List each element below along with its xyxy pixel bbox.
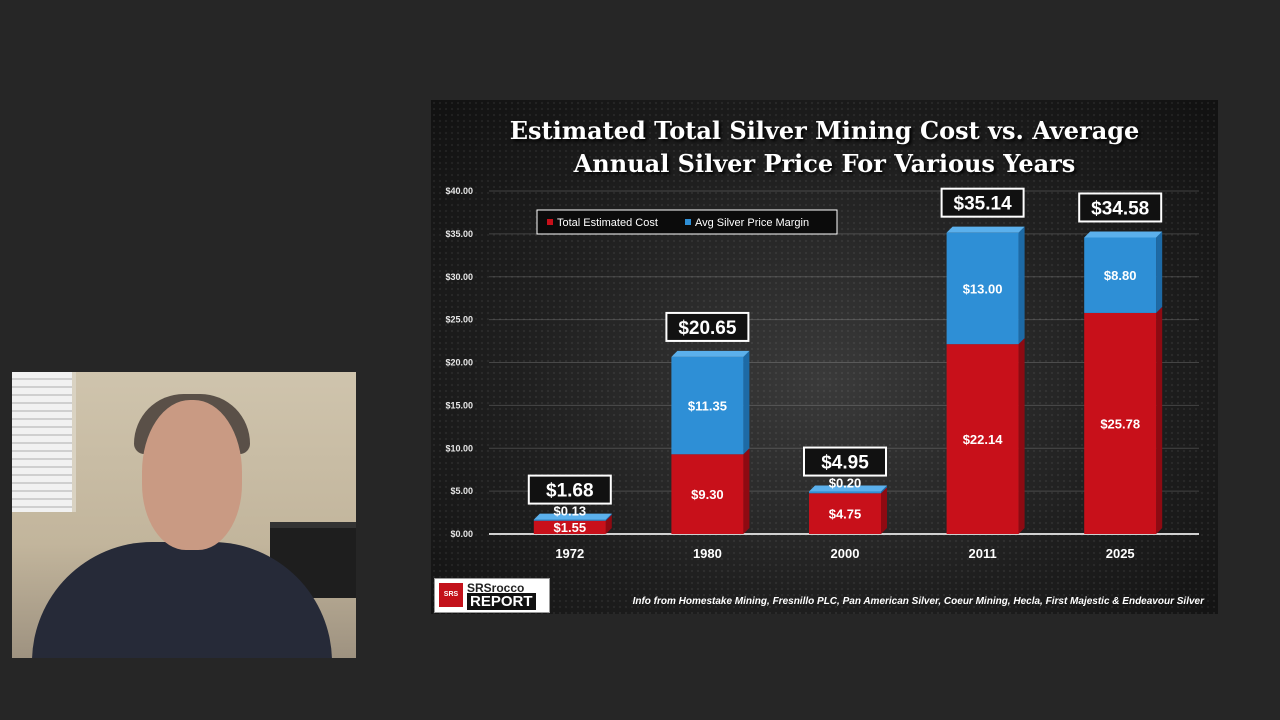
bar-segment	[1084, 237, 1157, 313]
bar-side	[605, 513, 612, 521]
webcam-video-feed	[12, 372, 356, 658]
y-tick-label: $0.00	[450, 529, 473, 539]
bar-top	[809, 485, 887, 492]
bar-top	[533, 513, 612, 520]
bar-side	[1018, 226, 1025, 345]
window-blinds	[12, 372, 76, 512]
y-tick-label: $25.00	[445, 315, 473, 325]
total-label-box	[665, 311, 750, 342]
total-label-box	[940, 187, 1025, 218]
y-tick-label: $40.00	[445, 186, 473, 196]
total-label-box	[527, 474, 612, 505]
total-label-box	[803, 446, 887, 477]
bar-side	[1156, 306, 1163, 534]
bar-segment	[809, 493, 881, 534]
srsrocco-report-logo: SRS SRSrocco REPORT	[434, 578, 550, 613]
bar-side	[1018, 338, 1025, 534]
bar-side	[1156, 231, 1163, 313]
bar-side	[881, 487, 887, 534]
bar-side	[743, 350, 750, 455]
legend-entry: Total Estimated Cost	[557, 217, 658, 229]
segment-value-label: $8.80	[1104, 268, 1137, 283]
bar-side	[743, 448, 750, 534]
segment-value-label: $0.20	[829, 476, 862, 491]
segment-value-label: $4.75	[829, 507, 862, 522]
chart-title: Estimated Total Silver Mining Cost vs. A…	[431, 114, 1218, 180]
bar-segment	[809, 491, 881, 494]
presenter-face	[142, 400, 242, 550]
segment-value-label: $22.14	[963, 432, 1004, 447]
bar-segment	[533, 520, 606, 534]
bar-segment	[533, 519, 606, 521]
total-value-label: $4.95	[821, 453, 869, 474]
y-tick-label: $5.00	[450, 486, 473, 496]
bar-side	[881, 485, 887, 494]
bar-segment	[671, 356, 744, 455]
total-label-box	[1078, 192, 1163, 223]
x-category-label: 1980	[693, 546, 722, 561]
x-category-label: 2025	[1106, 546, 1135, 561]
chart-slide: Estimated Total Silver Mining Cost vs. A…	[431, 100, 1218, 614]
stacked-bar-chart: $0.00 $5.00 $10.00 $15.00 $20.00 $25.00 $30.00…	[445, 186, 1199, 561]
bar-top	[946, 226, 1025, 233]
x-category-label: 2000	[831, 546, 860, 561]
legend-entry: Avg Silver Price Margin	[695, 217, 809, 229]
segment-value-label: $11.35	[688, 399, 727, 414]
logo-line-1: SRSrocco	[467, 581, 525, 595]
legend-swatch	[685, 219, 691, 225]
bar-side	[605, 514, 612, 534]
total-value-label: $1.68	[546, 481, 594, 502]
y-tick-label: $35.00	[445, 229, 473, 239]
x-category-label: 1972	[555, 546, 584, 561]
legend-swatch	[547, 219, 553, 225]
segment-value-label: $13.00	[963, 281, 1003, 296]
total-value-label: $20.65	[678, 318, 737, 339]
y-tick-label: $15.00	[445, 400, 473, 410]
source-note: Info from Homestake Mining, Fresnillo PL…	[632, 596, 1204, 607]
y-tick-label: $30.00	[445, 272, 473, 282]
y-tick-label: $20.00	[445, 358, 473, 368]
segment-value-label: $9.30	[691, 487, 724, 502]
total-value-label: $34.58	[1091, 198, 1149, 219]
bar-segment	[946, 232, 1019, 345]
bar-segment	[1084, 312, 1157, 534]
bar-segment	[946, 344, 1019, 534]
bar-top	[1084, 231, 1163, 238]
bar-top	[671, 350, 750, 357]
logo-line-2: REPORT	[467, 593, 536, 610]
x-category-label: 2011	[968, 546, 996, 561]
total-value-label: $35.14	[954, 194, 1013, 215]
chart-title-line-2: Annual Silver Price For Various Years	[573, 149, 1076, 178]
segment-value-label: $25.78	[1100, 416, 1140, 431]
segment-value-label: $0.13	[554, 504, 587, 519]
bar-segment	[671, 454, 744, 534]
y-tick-label: $10.00	[445, 443, 473, 453]
chart-title-line-1: Estimated Total Silver Mining Cost vs. A…	[509, 116, 1140, 145]
logo-mark-icon: SRS	[439, 583, 463, 607]
segment-value-label: $1.55	[554, 520, 587, 535]
